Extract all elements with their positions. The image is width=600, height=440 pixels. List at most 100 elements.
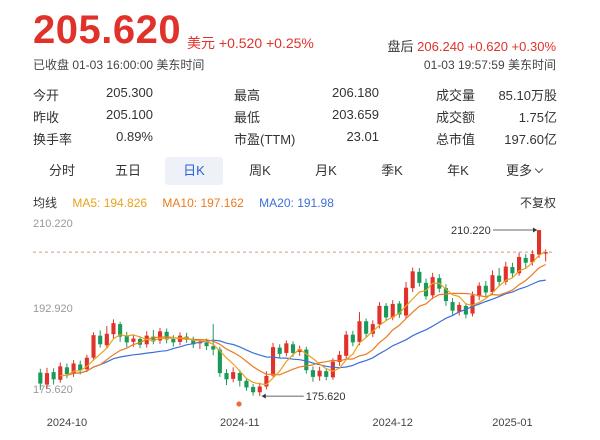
- ma5-line: [60, 250, 547, 386]
- period-tabs: 分时 五日 日K 周K 月K 季K 年K 更多: [33, 157, 557, 185]
- candle: [403, 281, 409, 319]
- candle: [191, 336, 196, 349]
- ma20-value: MA20: 191.98: [259, 196, 334, 210]
- candle: [257, 382, 262, 397]
- candle-body: [191, 339, 196, 345]
- candle-body: [104, 333, 109, 346]
- adjust-mode-toggle[interactable]: 不复权: [519, 196, 556, 210]
- stat-label: 最低: [234, 110, 261, 125]
- candle: [270, 342, 276, 377]
- stats-row: 换手率 0.89% 市盈(TTM) 23.01 总市值 197.60亿: [33, 127, 557, 149]
- candle-body: [270, 347, 276, 376]
- candle-body: [38, 372, 43, 384]
- high-annotation: 210.220: [451, 225, 491, 237]
- candle-body: [423, 282, 429, 297]
- after-hours-time: 01-03 19:57:59 美东时间: [423, 58, 556, 72]
- candle: [231, 367, 236, 383]
- change-value: +0.520: [218, 35, 263, 51]
- stat-label: 换手率: [33, 132, 73, 147]
- candle-body: [543, 252, 548, 254]
- candle-body: [284, 343, 289, 353]
- tab-monthly-k[interactable]: 月K: [315, 163, 337, 178]
- candle-body: [257, 386, 262, 393]
- candle: [157, 327, 163, 344]
- candle-body: [450, 302, 455, 311]
- after-hours-price: 206.240: [417, 39, 465, 54]
- candle-body: [78, 364, 83, 371]
- x-tick-label: 2024-11: [220, 417, 260, 429]
- stat-label: 今开: [33, 88, 60, 103]
- candle: [44, 367, 50, 389]
- candle-body: [417, 271, 422, 283]
- market-status: 已收盘 01-03 16:00:00 美东时间: [33, 58, 205, 72]
- tab-five-day[interactable]: 五日: [114, 163, 141, 178]
- after-hours-change: +0.620: [467, 39, 508, 54]
- event-marker-dot: [236, 401, 242, 407]
- candle: [104, 326, 109, 349]
- y-tick-label: 210.220: [33, 218, 73, 230]
- candle-body: [503, 266, 508, 282]
- candle-body: [477, 285, 482, 297]
- tab-more[interactable]: 更多: [495, 157, 553, 185]
- tab-more-label: 更多: [505, 163, 532, 178]
- candle: [164, 328, 169, 344]
- stat-label: 市盈(TTM): [234, 132, 296, 147]
- candle-body: [390, 303, 395, 318]
- kline-chart[interactable]: 210.220 192.920 175.620 210.220 175.620 2024…: [0, 214, 600, 440]
- candle: [523, 254, 528, 268]
- candle: [410, 267, 415, 292]
- x-tick-label: 2024-12: [373, 417, 413, 429]
- ma10-line: [60, 263, 546, 377]
- stat-label: 最高: [234, 88, 261, 103]
- candle: [277, 344, 282, 359]
- candle-body: [517, 256, 522, 274]
- candle-body: [98, 335, 103, 345]
- stat-label: 成交额: [436, 110, 476, 125]
- low-arrow: [261, 393, 266, 399]
- ma10-value: MA10: 197.162: [162, 196, 244, 210]
- after-hours-percent: +0.30%: [511, 39, 556, 54]
- candle-body: [510, 267, 515, 274]
- candle-body: [304, 349, 309, 371]
- x-tick-label: 2024-10: [47, 417, 87, 429]
- chevron-down-icon: [534, 164, 544, 174]
- candle: [344, 330, 349, 359]
- candle: [98, 330, 103, 348]
- candle: [497, 267, 502, 286]
- candle: [310, 366, 316, 382]
- candle-body: [51, 372, 56, 380]
- candle: [38, 368, 43, 390]
- tab-intraday[interactable]: 分时: [48, 163, 75, 178]
- tab-weekly-k[interactable]: 周K: [249, 163, 271, 178]
- chart-grid: 210.220 192.920 175.620: [33, 218, 553, 396]
- candle: [297, 345, 302, 356]
- candle-body: [58, 366, 63, 380]
- candle-body: [164, 331, 169, 340]
- candle: [51, 368, 56, 385]
- tab-yearly-k[interactable]: 年K: [447, 163, 469, 178]
- after-hours-quote: 盘后 206.240 +0.620 +0.30%: [388, 36, 556, 55]
- y-tick-label: 175.620: [33, 384, 73, 396]
- candle-body: [403, 287, 409, 316]
- candle-body: [490, 275, 495, 292]
- candle-body: [324, 371, 329, 377]
- candle: [430, 272, 435, 300]
- candle-body: [244, 380, 249, 388]
- candle: [423, 278, 429, 300]
- candle-body: [237, 373, 242, 381]
- high-arrow: [533, 227, 538, 233]
- candle: [397, 301, 402, 318]
- stats-row: 昨收 205.100 最低 203.659 成交额 1.75亿: [33, 105, 557, 127]
- candle: [58, 362, 63, 383]
- candle: [370, 320, 375, 338]
- tab-quarterly-k[interactable]: 季K: [381, 163, 403, 178]
- candle-body: [370, 324, 375, 334]
- candle-body: [211, 346, 216, 350]
- ma5-value: MA5: 194.826: [72, 196, 148, 210]
- tab-daily-k[interactable]: 日K: [165, 157, 223, 185]
- candle-body: [410, 271, 415, 289]
- candle-body: [344, 334, 349, 356]
- candle-body: [297, 349, 302, 352]
- candle: [536, 230, 542, 258]
- candle-body: [44, 373, 50, 385]
